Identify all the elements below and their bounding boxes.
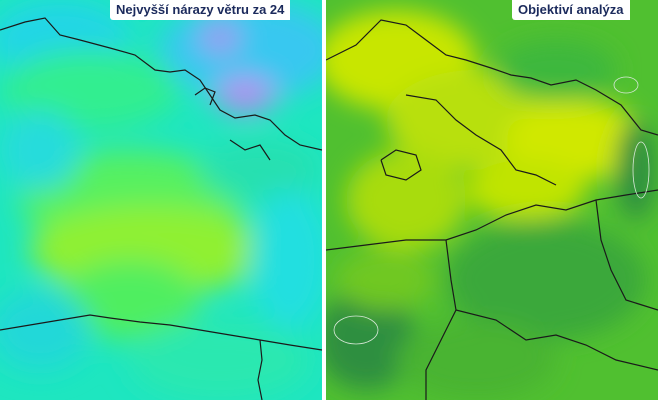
border-line	[0, 314, 322, 351]
contour-line	[333, 315, 379, 345]
border-line	[326, 189, 658, 251]
wind-gust-map: Nejvyšší nárazy větru za 24	[0, 0, 322, 400]
contour-line	[613, 76, 639, 94]
border-line	[0, 17, 322, 151]
border-line	[194, 87, 216, 106]
border-line	[425, 239, 457, 400]
border-line	[229, 139, 271, 161]
border-line	[405, 94, 557, 186]
border-line	[455, 309, 658, 371]
map-title: Nejvyšší nárazy větru za 24	[110, 0, 291, 20]
analysis-map: Objektiví analýza	[326, 0, 658, 400]
border-line	[326, 19, 658, 136]
wind-map-graphic	[0, 0, 322, 400]
border-line	[257, 339, 263, 400]
border-line	[595, 199, 658, 311]
contour-line	[632, 141, 650, 199]
map-title: Objektiví analýza	[512, 0, 630, 20]
analysis-map-graphic	[326, 0, 658, 400]
border-line	[380, 149, 422, 181]
